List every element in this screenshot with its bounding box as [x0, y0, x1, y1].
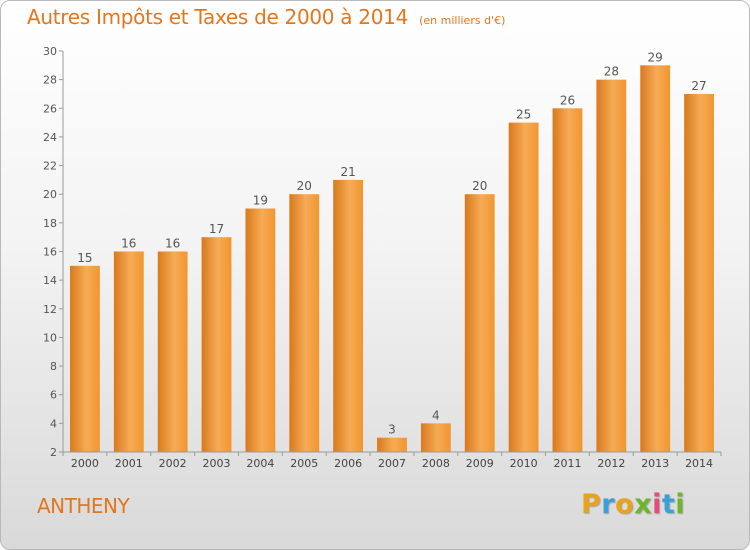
x-tick-label: 2008 — [422, 457, 450, 470]
bar — [552, 108, 583, 453]
bar — [70, 265, 100, 452]
proxiti-logo: Proxiti — [581, 489, 685, 520]
x-tick-label: 2005 — [290, 457, 318, 470]
x-tick-label: 2010 — [510, 457, 538, 470]
x-tick-label: 2003 — [203, 457, 231, 470]
chart-title-area: Autres Impôts et Taxes de 2000 à 2014 (e… — [27, 5, 505, 29]
bars-group: 15 16 16 17 19 20 21 3 4 20 25 26 28 29 27 — [70, 50, 714, 453]
y-tick-label: 24 — [43, 131, 57, 144]
bar — [684, 93, 714, 452]
x-tick-label: 2002 — [159, 457, 187, 470]
y-tick-label: 18 — [43, 217, 57, 230]
chart-subtitle: (en milliers d'€) — [419, 14, 506, 27]
y-tick-label: 22 — [43, 160, 57, 173]
logo-letter: i — [675, 489, 686, 520]
bar — [201, 237, 232, 452]
y-tick-label: 28 — [43, 74, 57, 87]
y-tick-label: 26 — [43, 102, 57, 115]
bar — [289, 194, 320, 452]
data-label: 17 — [209, 222, 224, 236]
bar — [157, 251, 188, 452]
x-tick-label: 2011 — [553, 457, 581, 470]
y-tick-label: 4 — [50, 417, 57, 430]
x-tick-label: 2001 — [115, 457, 143, 470]
y-tick-label: 6 — [50, 389, 57, 402]
data-label: 27 — [691, 79, 706, 93]
x-tick-label: 2014 — [685, 457, 713, 470]
y-tick-label: 20 — [43, 188, 57, 201]
data-label: 20 — [297, 179, 312, 193]
y-tick-label: 8 — [50, 360, 57, 373]
y-tick-label: 10 — [43, 331, 57, 344]
data-label: 19 — [253, 194, 268, 208]
data-label: 16 — [165, 237, 180, 251]
data-label: 21 — [340, 165, 355, 179]
y-tick-label: 30 — [43, 45, 57, 58]
x-tick-label: 2013 — [641, 457, 669, 470]
bar — [245, 208, 276, 452]
data-label: 15 — [77, 251, 92, 265]
bar — [113, 251, 144, 452]
data-label: 4 — [432, 408, 440, 422]
logo-letter: P — [581, 489, 602, 520]
bar — [508, 122, 539, 452]
data-label: 29 — [648, 50, 663, 64]
bar — [377, 437, 407, 452]
logo-letter: o — [615, 489, 635, 520]
bar — [596, 79, 627, 453]
data-label: 20 — [472, 179, 487, 193]
chart-title: Autres Impôts et Taxes de 2000 à 2014 — [27, 5, 408, 29]
x-tick-label: 2012 — [597, 457, 625, 470]
commune-name: ANTHENY — [37, 494, 130, 518]
x-tick-label: 2006 — [334, 457, 362, 470]
x-tick-label: 2009 — [466, 457, 494, 470]
x-tick-label: 2004 — [246, 457, 274, 470]
y-tick-label: 2 — [50, 446, 57, 459]
logo-letter: t — [661, 489, 676, 520]
x-tick-label: 2007 — [378, 457, 406, 470]
y-tick-label: 12 — [43, 303, 57, 316]
bar — [640, 65, 671, 453]
data-label: 3 — [388, 423, 396, 437]
logo-letter: i — [652, 489, 662, 520]
data-label: 26 — [560, 93, 575, 107]
data-label: 16 — [121, 237, 136, 251]
x-tick-label: 2000 — [71, 457, 99, 470]
logo-letter: x — [634, 489, 653, 520]
data-label: 25 — [516, 108, 531, 122]
y-tick-label: 16 — [43, 246, 57, 259]
bar — [420, 423, 451, 452]
y-tick-label: 14 — [43, 274, 57, 287]
bar — [464, 194, 495, 452]
logo-letter: r — [601, 489, 616, 520]
bar — [333, 179, 364, 452]
data-label: 28 — [604, 65, 619, 79]
